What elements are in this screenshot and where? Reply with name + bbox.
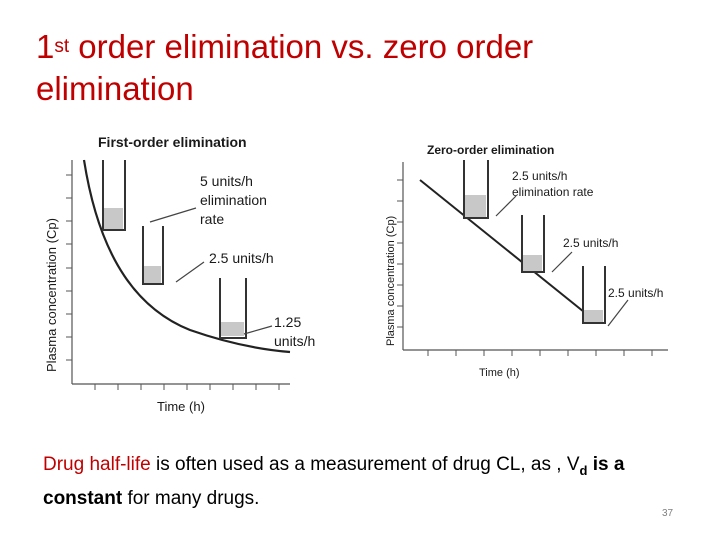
zero-order-tube-1 (463, 160, 489, 219)
zero-order-decline-line (419, 179, 595, 321)
zero-order-pointer-3 (607, 299, 629, 327)
first-order-y-ticks (66, 174, 72, 361)
slide-caption: Drug half-life is often used as a measur… (43, 451, 703, 513)
zero-order-rate-2: 2.5 units/h (563, 236, 618, 250)
zero-order-y-label: Plasma concentration (Cp) (385, 216, 397, 346)
first-order-x-ticks (94, 384, 280, 390)
first-order-pointer-3 (243, 325, 273, 335)
first-order-x-label: Time (h) (157, 399, 205, 414)
caption-text-1: is often used as a measurement of drug C… (150, 454, 580, 475)
title-number: 1 (36, 28, 55, 65)
first-order-rate-1-line1: 5 units/h (200, 173, 253, 189)
zero-order-x-ticks (427, 350, 653, 356)
first-order-y-label: Plasma concentration (Cp) (44, 218, 59, 372)
zero-order-pointer-2 (551, 251, 573, 273)
first-order-rate-3-line2: units/h (274, 333, 315, 349)
title-superscript: st (54, 36, 70, 57)
zero-order-rate-1-line1: 2.5 units/h (512, 169, 567, 183)
first-order-tube-2 (142, 226, 164, 285)
first-order-rate-1-line2: elimination (200, 192, 267, 208)
caption-bold: is a constant (43, 454, 625, 509)
zero-order-panel: Zero-order elimination Plasma concentrat… (385, 143, 668, 379)
caption-highlight: Drug half-life (43, 454, 151, 475)
first-order-decay-curve (82, 159, 291, 354)
first-order-rate-3-line1: 1.25 (274, 314, 301, 330)
zero-order-title: Zero-order elimination (427, 143, 554, 157)
first-order-tube-3 (219, 278, 247, 339)
zero-order-x-label: Time (h) (479, 367, 520, 379)
caption-subscript: d (579, 462, 588, 478)
zero-order-tube-2 (521, 215, 545, 273)
zero-order-y-ticks (397, 179, 403, 328)
slide-title: 1st order elimination vs. zero order eli… (36, 26, 696, 110)
first-order-pointer-2 (175, 261, 205, 283)
first-order-title: First-order elimination (98, 134, 247, 150)
caption-text-2: for many drugs. (122, 487, 260, 509)
zero-order-rate-3: 2.5 units/h (608, 286, 663, 300)
first-order-rate-1-line3: rate (200, 211, 224, 227)
first-order-pointer-1 (149, 207, 197, 223)
first-order-rate-2: 2.5 units/h (209, 250, 274, 266)
zero-order-tube-3 (582, 266, 606, 324)
zero-order-rate-1-line2: elimination rate (512, 185, 594, 199)
zero-order-pointer-1 (495, 195, 517, 217)
slide-number: 37 (662, 508, 674, 519)
first-order-panel: First-order elimination Plasma concentra… (44, 134, 315, 414)
title-text: order elimination vs. zero order elimina… (36, 28, 534, 107)
first-order-tube-1 (102, 160, 126, 231)
